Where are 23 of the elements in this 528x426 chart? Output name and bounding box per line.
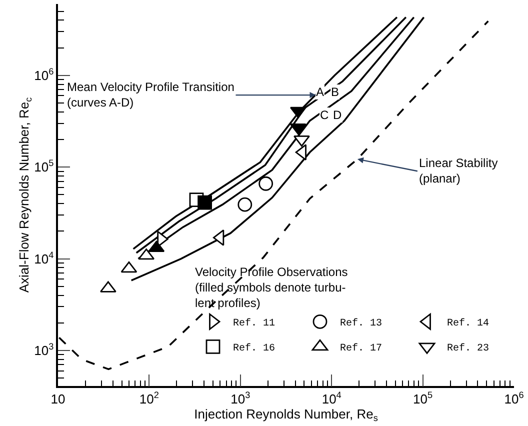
x-tick-label: 10$^{3}$ bbox=[230, 390, 250, 406]
annotation: D bbox=[333, 108, 342, 122]
annotation: B bbox=[331, 85, 340, 99]
x-tick-label: 10 bbox=[50, 391, 66, 406]
legend-label: Ref. 17 bbox=[340, 342, 382, 355]
annotation: Mean Velocity Profile Transition (curves A-D) bbox=[67, 80, 234, 110]
legend-label: Ref. 14 bbox=[447, 318, 490, 330]
y-tick-label: 10$^{5}$ bbox=[34, 158, 54, 175]
x-tick-label: 10$^{4}$ bbox=[322, 390, 342, 406]
y-tick-label: 10$^{6}$ bbox=[34, 66, 54, 83]
legend-label: Ref. 11 bbox=[233, 318, 276, 330]
legend-label: Ref. 23 bbox=[447, 342, 490, 355]
x-tick-label: 10$^{2}$ bbox=[139, 390, 159, 406]
annotation: Linear Stability (planar) bbox=[419, 156, 498, 186]
x-tick-label: 10$^{6}$ bbox=[504, 390, 524, 406]
y-tick-label: 10$^{3}$ bbox=[34, 342, 54, 358]
legend-label: Ref. 13 bbox=[340, 318, 382, 330]
y-tick-label: 10$^{4}$ bbox=[34, 250, 54, 266]
annotation: C bbox=[320, 108, 329, 122]
annotation: A bbox=[316, 85, 324, 99]
x-tick-label: 10$^{5}$ bbox=[413, 390, 433, 406]
x-axis-title: Injection Reynolds Number, Re$_{s}$ bbox=[194, 406, 378, 424]
legend-label: Ref. 16 bbox=[233, 342, 276, 355]
